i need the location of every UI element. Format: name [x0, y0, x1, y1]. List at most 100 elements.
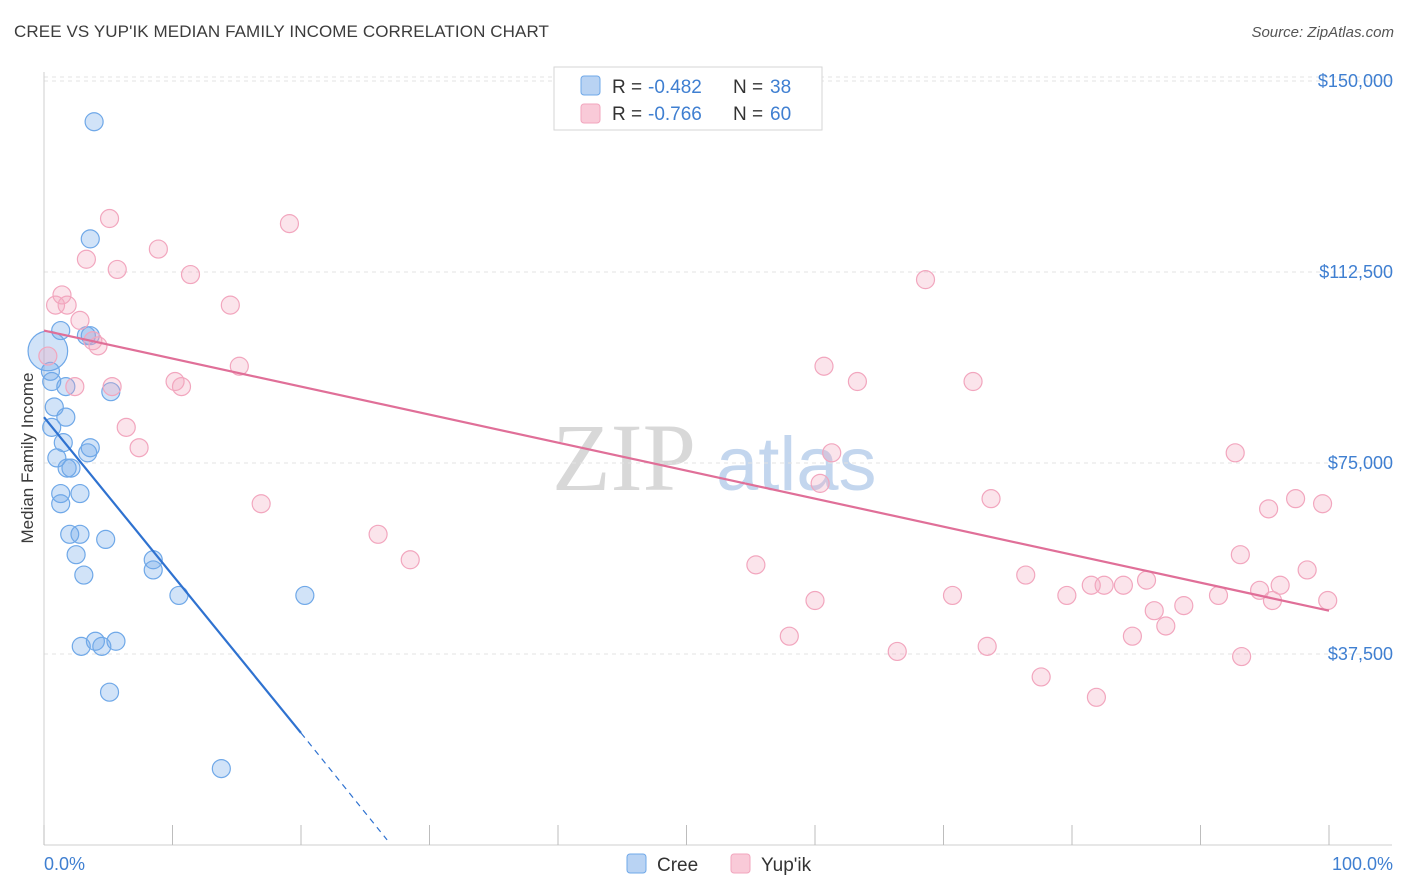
- yupik-trend-line: [43, 329, 1330, 612]
- yupik-point: [822, 443, 842, 463]
- yupik-point: [1113, 575, 1134, 595]
- cree-point: [51, 320, 71, 341]
- cree-point: [42, 371, 62, 392]
- cree-point: [47, 448, 67, 468]
- yupik-point: [1144, 601, 1164, 621]
- cree-point: [51, 483, 71, 504]
- yupik-point: [1156, 616, 1176, 636]
- x-tick-label-max: 100.0%: [1332, 854, 1393, 874]
- cree-point: [92, 636, 112, 656]
- yupik-point: [165, 371, 185, 392]
- yupik-point: [57, 295, 77, 315]
- cree-point: [96, 529, 116, 550]
- cree-point: [295, 585, 315, 606]
- legend-cree-r-value: -0.482: [648, 77, 702, 98]
- chart-source: Source: ZipAtlas.com: [1251, 24, 1394, 41]
- chart-title: CREE VS YUP'IK MEDIAN FAMILY INCOME CORR…: [14, 22, 550, 41]
- yupik-point: [400, 550, 420, 570]
- cree-trend-extension: [300, 732, 388, 841]
- yupik-point: [1259, 499, 1279, 519]
- yupik-point: [1016, 565, 1036, 585]
- cree-point: [80, 229, 100, 249]
- yupik-point: [1318, 590, 1338, 611]
- yupik-point: [88, 336, 108, 356]
- watermark-atlas: atlas: [716, 422, 877, 507]
- yupik-point: [116, 417, 136, 437]
- cree-point: [143, 560, 163, 580]
- yupik-point: [887, 641, 907, 662]
- yupik-point: [963, 371, 983, 392]
- cree-trend-line: [43, 416, 302, 734]
- cree-point: [84, 112, 104, 132]
- yupik-point: [171, 377, 192, 397]
- yupik-point: [1122, 626, 1142, 646]
- cree-point: [80, 438, 100, 458]
- yupik-point: [1232, 646, 1252, 667]
- cree-point: [70, 483, 90, 504]
- yupik-point: [220, 295, 240, 315]
- legend-yupik-r-value: -0.766: [648, 104, 702, 125]
- yupik-point: [129, 438, 149, 458]
- yupik-point: [45, 295, 66, 315]
- cree-point: [70, 524, 90, 544]
- yupik-point: [977, 636, 997, 656]
- series-cree-points: [27, 112, 315, 779]
- y-tick-label: $150,000: [1318, 71, 1393, 91]
- yupik-point: [1225, 443, 1245, 463]
- yupik-point: [1208, 585, 1229, 606]
- cree-point: [57, 458, 77, 478]
- yupik-point: [814, 356, 834, 376]
- yupik-point: [810, 473, 830, 493]
- cree-point: [66, 545, 86, 565]
- yupik-point: [107, 259, 127, 280]
- yupik-point: [65, 377, 85, 397]
- yupik-point: [148, 239, 168, 259]
- yupik-point: [52, 285, 72, 305]
- series-legend: Cree Yup'ik: [626, 853, 812, 876]
- yupik-point: [279, 214, 300, 234]
- cree-point: [99, 682, 120, 702]
- yupik-point: [1285, 489, 1306, 509]
- legend-swatch-yupik: [580, 103, 601, 124]
- legend-swatch-cree: [580, 75, 601, 96]
- trend-lines: [43, 329, 1330, 841]
- yupik-point: [1230, 545, 1250, 565]
- bottom-legend-cree: Cree: [657, 855, 698, 876]
- yupik-point: [847, 371, 868, 392]
- legend-cree-r-label: R =: [612, 77, 642, 98]
- x-tick-label-min: 0.0%: [44, 854, 85, 874]
- cree-point: [85, 631, 106, 651]
- cree-point: [40, 361, 61, 381]
- cree-point: [56, 407, 76, 427]
- yupik-point: [1086, 687, 1107, 707]
- cree-point: [51, 494, 71, 514]
- yupik-point: [1312, 494, 1333, 514]
- yupik-point: [1174, 596, 1194, 616]
- watermark: ZIP atlas: [552, 404, 877, 511]
- cree-point: [211, 758, 231, 779]
- yupik-point: [368, 524, 388, 544]
- bottom-legend-yupik: Yup'ik: [761, 855, 812, 876]
- yupik-point: [1270, 575, 1290, 595]
- legend-yupik-r-label: R =: [612, 104, 642, 125]
- stats-legend: R = -0.482 N = 38 R = -0.766 N = 60: [553, 66, 823, 131]
- y-tick-label: $37,500: [1328, 644, 1393, 664]
- yupik-point: [805, 590, 825, 611]
- yupik-point: [180, 264, 201, 285]
- cree-point: [60, 524, 80, 544]
- bottom-legend-swatch-yupik: [730, 853, 751, 874]
- cree-point: [74, 565, 94, 585]
- yupik-point: [1057, 585, 1077, 606]
- yupik-point: [1031, 667, 1051, 687]
- cree-point: [78, 443, 98, 463]
- y-axis-tick-labels: $37,500 $75,000 $112,500 $150,000: [1318, 71, 1393, 664]
- bottom-legend-swatch-cree: [626, 853, 647, 874]
- y-tick-label: $112,500: [1319, 262, 1393, 282]
- legend-cree-n-value: 38: [770, 77, 791, 98]
- yupik-point: [746, 555, 766, 575]
- yupik-point: [76, 249, 97, 269]
- yupik-point: [102, 377, 122, 397]
- legend-cree-n-label: N =: [733, 77, 763, 98]
- yupik-point: [1297, 560, 1317, 580]
